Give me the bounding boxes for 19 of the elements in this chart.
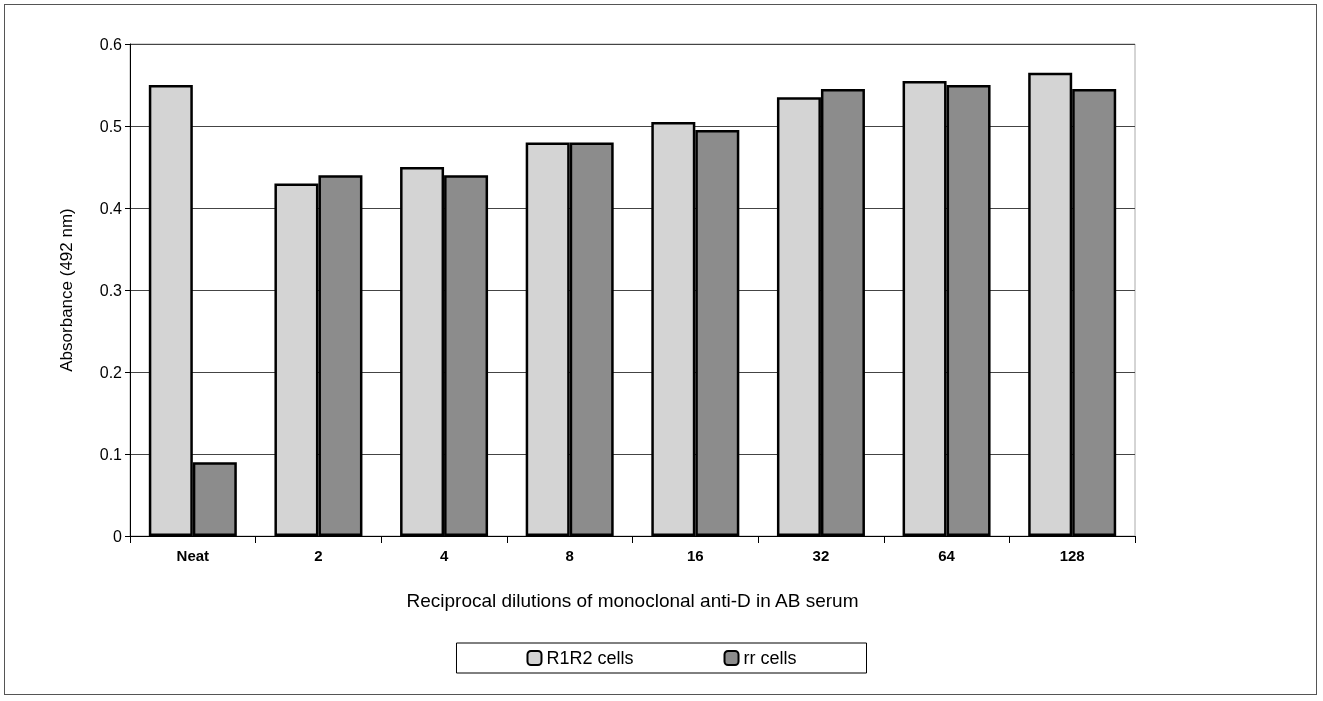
- x-tick-label: 64: [938, 547, 956, 564]
- y-tick-label: 0.2: [99, 363, 123, 381]
- x-tick-label: 2: [314, 547, 323, 564]
- y-axis-title: Absorbance (492 nm): [57, 208, 76, 372]
- y-tick-label: 0.5: [99, 117, 123, 135]
- x-tick-label: 4: [439, 547, 449, 564]
- y-tick-label: 0: [113, 527, 123, 545]
- legend-label: R1R2 cells: [546, 648, 634, 668]
- x-tick-label: 32: [812, 547, 830, 564]
- y-tick-label: 0.3: [99, 281, 123, 299]
- legend-label: rr cells: [743, 648, 797, 668]
- x-tick-label: 8: [565, 547, 574, 564]
- y-tick-label: 0.4: [99, 199, 123, 217]
- y-tick-label: 0.6: [99, 35, 123, 53]
- x-axis-title: Reciprocal dilutions of monoclonal anti-D in AB serum: [406, 590, 859, 611]
- x-tick-label: 16: [686, 547, 704, 564]
- x-tick-label: Neat: [176, 547, 210, 564]
- y-tick-label: 0.1: [99, 445, 123, 463]
- x-tick-label: 128: [1059, 547, 1085, 564]
